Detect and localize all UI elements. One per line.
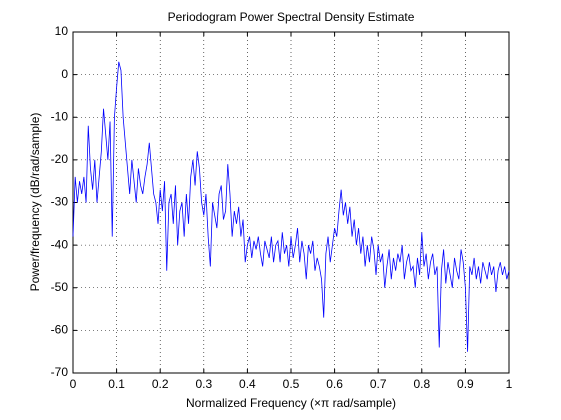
x-tick-label: 0.3 [195, 377, 212, 391]
x-axis-label: Normalized Frequency (×π rad/sample) [186, 396, 396, 410]
y-tick-label: 0 [61, 67, 68, 81]
x-tick-label: 0.1 [108, 377, 125, 391]
y-tick-label: -50 [51, 280, 69, 294]
plot-frame [72, 31, 510, 374]
y-tick-label: -40 [51, 237, 69, 251]
chart-title: Periodogram Power Spectral Density Estim… [168, 10, 415, 24]
y-tick-label: -30 [51, 195, 69, 209]
x-tick-label: 0.8 [413, 377, 430, 391]
x-tick-label: 0.4 [239, 377, 256, 391]
y-tick-label: -70 [51, 365, 69, 379]
y-tick-label: 10 [55, 24, 69, 38]
x-tick-label: 0.2 [152, 377, 169, 391]
y-tick-label: -10 [51, 109, 69, 123]
y-axis-label: Power/frequency (dB/rad/sample) [28, 113, 42, 292]
y-tick-label: -20 [51, 152, 69, 166]
x-tick-label: 0.9 [457, 377, 474, 391]
y-tick-label: -60 [51, 323, 69, 337]
data-line [72, 61, 510, 352]
x-tick-label: 0 [70, 377, 77, 391]
x-tick-label: 0.7 [370, 377, 387, 391]
x-tick-label: 0.6 [326, 377, 343, 391]
x-tick-label: 0.5 [283, 377, 300, 391]
x-tick-label: 1 [506, 377, 513, 391]
